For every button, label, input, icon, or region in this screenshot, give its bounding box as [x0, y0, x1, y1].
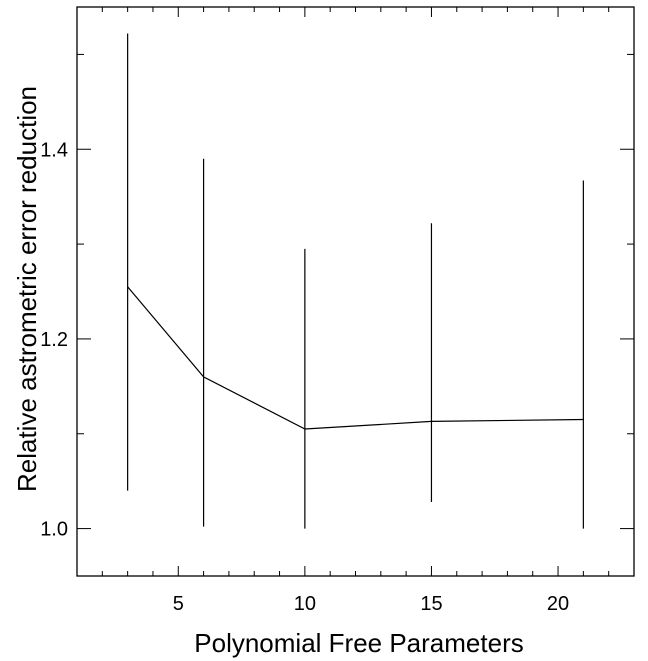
- y-axis-label: Relative astrometric error reduction: [12, 86, 42, 492]
- y-tick-label: 1.2: [40, 329, 68, 351]
- series-line: [127, 286, 584, 430]
- x-tick-label: 10: [294, 593, 316, 615]
- x-axis-label: Polynomial Free Parameters: [194, 628, 523, 658]
- plot-border: [76, 6, 635, 577]
- data-line: [127, 286, 584, 430]
- y-tick-label: 1.0: [40, 519, 68, 541]
- x-tick-label: 15: [420, 593, 442, 615]
- plot-frame: [76, 6, 635, 577]
- x-tick-label: 20: [547, 593, 569, 615]
- axis-ticks: [77, 7, 634, 576]
- tick-labels: 5 10 15 20 1.0 1.2 1.4: [40, 139, 569, 615]
- y-tick-label: 1.4: [40, 139, 68, 161]
- error-bars: [127, 33, 584, 529]
- x-tick-label: 5: [173, 593, 184, 615]
